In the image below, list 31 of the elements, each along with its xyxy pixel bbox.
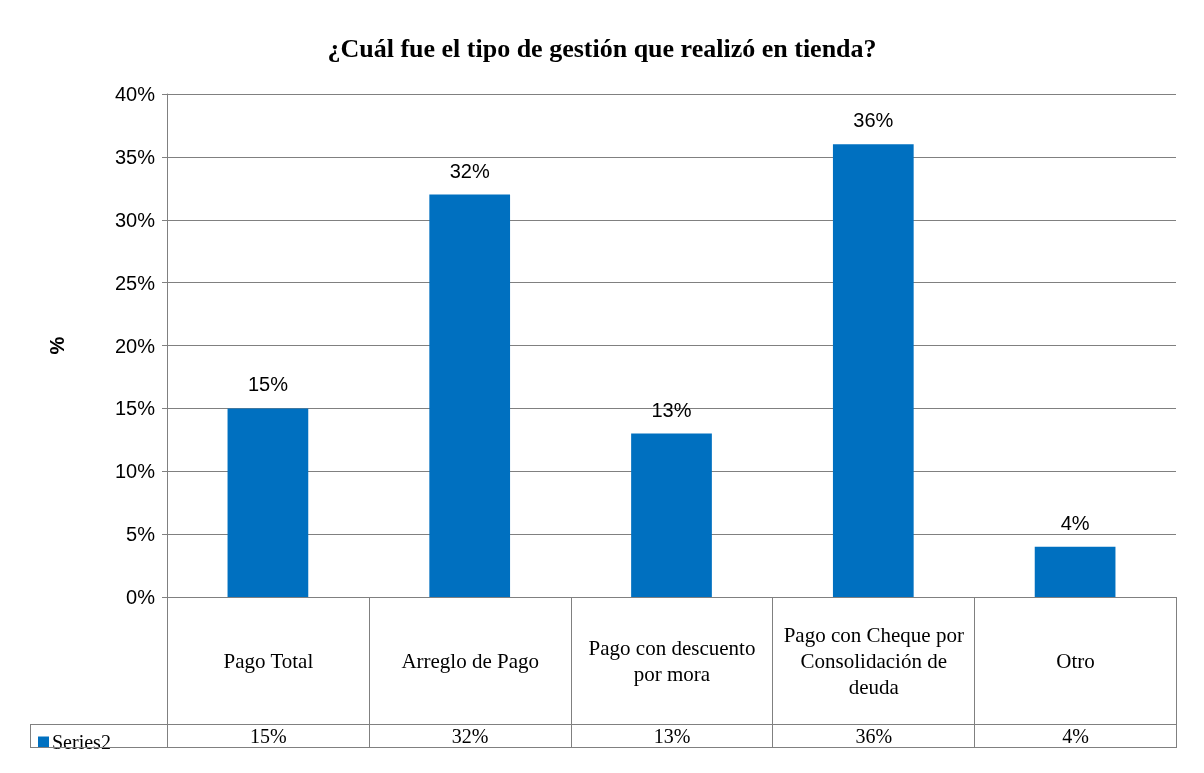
- y-tick-label: 40%: [114, 83, 156, 105]
- y-tick-label: 10%: [114, 460, 156, 483]
- x-tick-label: Pago con Cheque por Consolidación de deuda: [772, 597, 976, 725]
- y-tick-label: 35%: [114, 145, 156, 168]
- y-tick-label: 25%: [114, 271, 156, 294]
- bar: [631, 433, 712, 597]
- x-tick-label: Arreglo de Pago: [368, 597, 572, 725]
- y-axis-title: %: [46, 336, 68, 355]
- data-label: 15%: [167, 724, 370, 748]
- bar: [429, 194, 511, 597]
- data-label: 36%: [772, 724, 976, 748]
- x-tick-label: Pago con descuento por mora: [570, 597, 774, 725]
- bar: [227, 408, 309, 597]
- text: 36%: [853, 109, 894, 132]
- y-tick-label: 20%: [114, 334, 156, 357]
- y-tick-label: 30%: [114, 208, 156, 231]
- y-tick-label: 15%: [114, 397, 156, 420]
- chart-title: ¿Cuál fue el tipo de gestión que realizó en tienda?: [327, 33, 877, 63]
- x-tick-label: Pago Total: [167, 597, 370, 725]
- text: 15%: [247, 373, 288, 396]
- text: 4%: [1060, 511, 1090, 534]
- x-tick-label: Otro: [974, 597, 1177, 725]
- text: 13%: [651, 398, 692, 421]
- bar: [832, 144, 914, 597]
- data-label: 13%: [570, 724, 774, 748]
- y-tick-label: 0%: [126, 586, 156, 608]
- text: 32%: [449, 159, 490, 182]
- data-label: 4%: [974, 724, 1177, 748]
- bar: [1034, 546, 1116, 597]
- y-tick-label: 5%: [126, 523, 156, 546]
- data-label: 32%: [368, 724, 572, 748]
